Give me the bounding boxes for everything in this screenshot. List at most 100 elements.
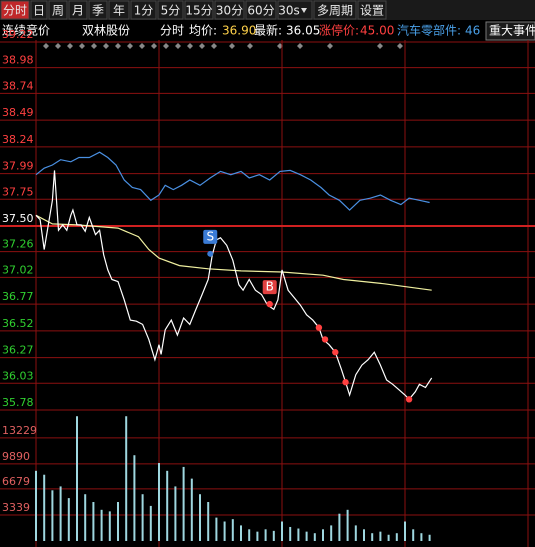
event-marker	[397, 43, 403, 49]
tab[interactable]	[214, 0, 245, 20]
tab[interactable]	[108, 0, 130, 20]
tab[interactable]	[68, 0, 88, 20]
tab[interactable]	[30, 0, 48, 20]
event-marker	[211, 43, 217, 49]
y-tick-label: 37.75	[2, 185, 34, 198]
y-tick-label: 37.26	[2, 238, 34, 251]
volume-bar	[92, 502, 95, 541]
volume-bar	[404, 521, 406, 541]
tab[interactable]	[357, 0, 387, 20]
y-tick-label: 35.78	[2, 396, 34, 409]
y-tick-label: 37.99	[2, 160, 34, 173]
volume-bar	[199, 494, 201, 541]
volume-bar	[174, 486, 177, 541]
tab[interactable]	[48, 0, 68, 20]
info-text: 涨停价:	[319, 23, 359, 38]
tab-label[interactable]: 5分	[161, 4, 181, 18]
volume-bar	[59, 486, 62, 541]
tab-label[interactable]: 日	[33, 4, 45, 18]
dropdown-arrow[interactable]	[301, 8, 307, 13]
tab[interactable]	[88, 0, 108, 20]
event-button-label[interactable]: 重大事件	[489, 24, 535, 38]
tab[interactable]	[0, 0, 30, 20]
event-marker	[115, 43, 121, 49]
signal-badge	[262, 280, 277, 295]
volume-tick-label: 6679	[2, 475, 30, 488]
series-line	[35, 214, 432, 291]
tab-label[interactable]: 分时	[3, 4, 27, 18]
volume-bar	[125, 416, 128, 541]
info-text: 汽车零部件:	[397, 23, 461, 38]
y-tick-label: 36.52	[2, 317, 34, 330]
event-marker	[175, 43, 181, 49]
tab-label[interactable]: 多周期	[317, 4, 353, 18]
event-marker	[103, 43, 109, 49]
volume-bar	[289, 526, 292, 541]
tab[interactable]	[157, 0, 184, 20]
info-text: 双林股份	[82, 24, 130, 38]
y-tick-label: 38.24	[2, 133, 34, 146]
trade-dot	[332, 349, 339, 356]
volume-bar	[100, 509, 103, 541]
volume-bar	[256, 531, 259, 541]
trade-dot	[405, 396, 413, 403]
signal-label: S	[206, 229, 214, 243]
tab-label[interactable]: 周	[52, 4, 64, 18]
tab-label[interactable]: 30s	[278, 4, 300, 18]
event-marker	[163, 43, 169, 49]
tab[interactable]	[313, 0, 357, 20]
info-text: 均价:	[189, 24, 217, 38]
event-marker	[151, 43, 157, 49]
y-tick-label: 36.77	[2, 290, 34, 303]
tab[interactable]	[277, 0, 313, 20]
volume-bar	[67, 498, 70, 541]
y-tick-label: 38.74	[2, 79, 34, 92]
info-text: 最新:	[254, 23, 282, 38]
volume-bar	[387, 534, 390, 541]
trade-dot	[315, 324, 323, 331]
info-text: 36.90	[222, 24, 256, 38]
volume-bar	[108, 511, 111, 541]
tab-label[interactable]: 60分	[247, 4, 274, 18]
event-marker	[297, 43, 303, 49]
tab-label[interactable]: 15分	[185, 4, 212, 18]
trade-dot	[266, 300, 273, 308]
tab[interactable]	[245, 0, 277, 20]
volume-bar	[84, 494, 87, 541]
volume-bar	[322, 529, 324, 541]
tab-label[interactable]: 设置	[360, 4, 384, 18]
volume-bar	[240, 525, 242, 541]
tab-label[interactable]: 季	[92, 4, 104, 18]
volume-bar	[248, 529, 251, 541]
volume-bar	[363, 529, 365, 541]
tab-label[interactable]: 30分	[216, 4, 243, 18]
event-marker	[43, 43, 49, 49]
volume-bar	[35, 470, 37, 541]
volume-bar	[305, 531, 308, 541]
volume-bar	[395, 533, 398, 541]
volume-bar	[133, 455, 136, 541]
event-marker	[67, 43, 73, 49]
y-tick-label: 37.02	[2, 263, 34, 276]
event-button[interactable]	[485, 21, 535, 41]
tab-label[interactable]: 月	[72, 4, 84, 18]
volume-tick-label: 9890	[2, 450, 30, 463]
volume-bar	[330, 525, 333, 541]
volume-bar	[412, 529, 415, 541]
y-tick-label: 36.27	[2, 344, 34, 357]
volume-bar	[420, 533, 423, 541]
tab-label[interactable]: 1分	[134, 4, 154, 18]
volume-bar	[51, 490, 54, 541]
volume-bar	[379, 531, 382, 541]
volume-bar	[281, 521, 283, 541]
tab-label[interactable]: 年	[113, 4, 125, 18]
volume-bar	[264, 529, 267, 541]
info-text: 46	[465, 24, 480, 38]
event-marker	[139, 43, 145, 49]
volume-bar	[141, 494, 144, 541]
tab[interactable]	[130, 0, 157, 20]
tab[interactable]	[184, 0, 214, 20]
